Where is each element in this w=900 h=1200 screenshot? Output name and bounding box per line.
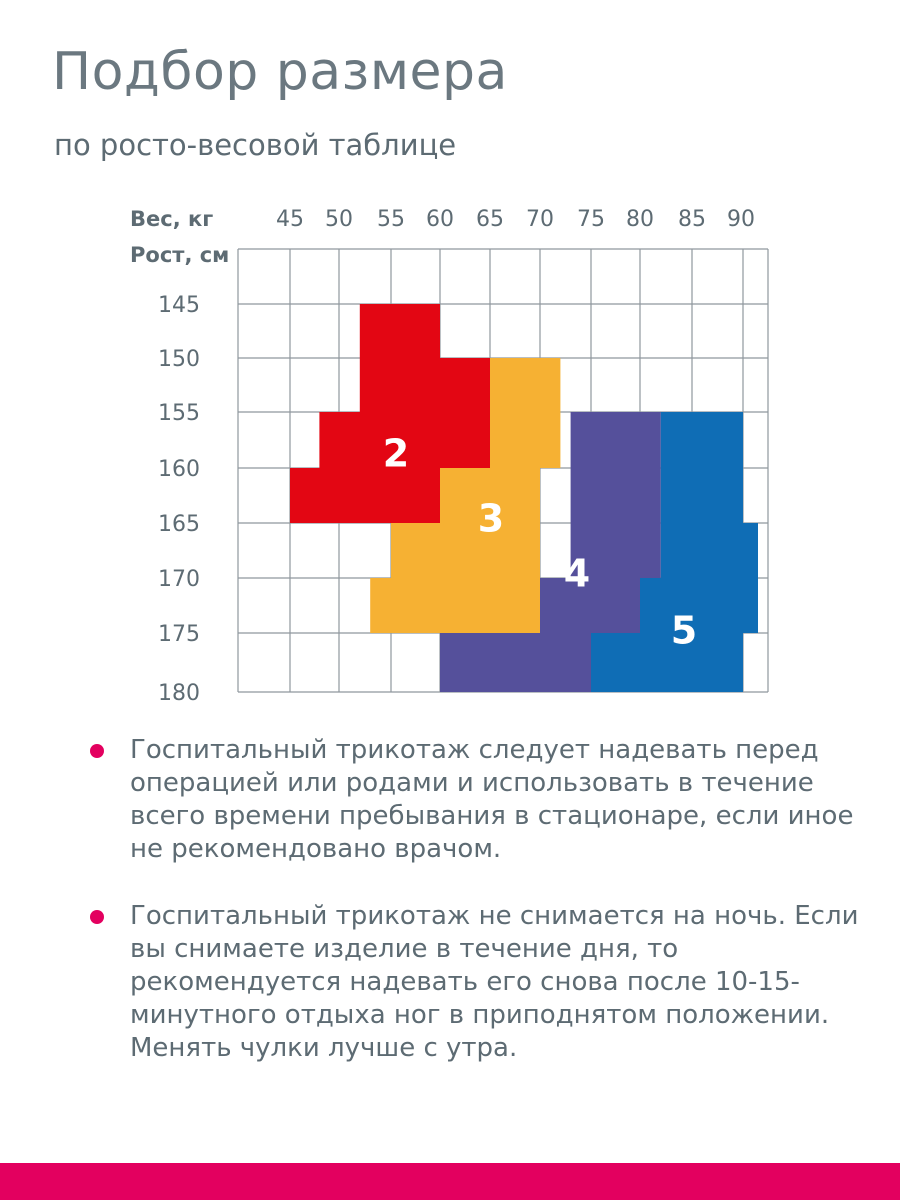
size-zone-label: 3 (478, 497, 504, 541)
y-tick-label: 155 (158, 401, 200, 426)
notes-list: Госпитальный трикотаж следует надевать п… (88, 734, 868, 1099)
size-zone-label: 2 (383, 432, 409, 476)
x-tick-label: 50 (325, 207, 353, 232)
x-axis-label: Вес, кг (130, 207, 213, 231)
note-text: Госпитальный трикотаж следует надевать п… (130, 735, 854, 864)
x-tick-label: 55 (377, 207, 405, 232)
x-tick-label: 90 (727, 207, 755, 232)
x-tick-label: 75 (577, 207, 605, 232)
y-tick-label: 165 (158, 512, 200, 537)
note-item: Госпитальный трикотаж следует надевать п… (88, 734, 868, 866)
y-tick-label: 145 (158, 293, 200, 318)
note-item: Госпитальный трикотаж не снимается на но… (88, 900, 868, 1065)
size-zone-4 (440, 412, 661, 692)
x-tick-label: 60 (426, 207, 454, 232)
y-tick-label: 150 (158, 347, 200, 372)
x-tick-label: 45 (276, 207, 304, 232)
y-tick-label: 160 (158, 457, 200, 482)
note-text: Госпитальный трикотаж не снимается на но… (130, 901, 859, 1063)
size-zones (290, 304, 758, 692)
size-zone-label: 5 (671, 609, 697, 653)
y-tick-label: 180 (158, 681, 200, 706)
size-zone-label: 4 (564, 552, 590, 596)
page-title: Подбор размера (52, 42, 508, 102)
size-zone-5 (591, 412, 758, 692)
page-subtitle: по росто-весовой таблице (54, 128, 457, 162)
bullet-dot-icon (90, 910, 104, 924)
x-tick-label: 65 (476, 207, 504, 232)
x-tick-label: 85 (678, 207, 706, 232)
x-tick-label: 80 (626, 207, 654, 232)
size-zone-3 (370, 358, 561, 633)
x-tick-label: 70 (526, 207, 554, 232)
y-axis-label: Рост, см (130, 243, 229, 267)
y-tick-label: 170 (158, 567, 200, 592)
bullet-dot-icon (90, 744, 104, 758)
y-tick-label: 175 (158, 622, 200, 647)
footer-accent-bar (0, 1163, 900, 1200)
